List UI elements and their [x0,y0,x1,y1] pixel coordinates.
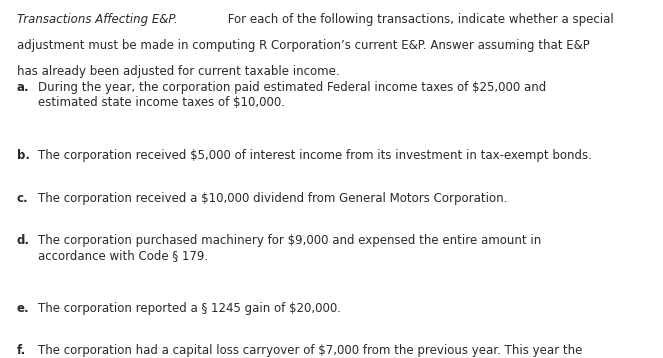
Text: The corporation reported a § 1245 gain of $20,000.: The corporation reported a § 1245 gain o… [38,302,341,315]
Text: f.: f. [17,344,26,357]
Text: For each of the following transactions, indicate whether a special: For each of the following transactions, … [224,13,613,25]
Text: d.: d. [17,234,30,247]
Text: a.: a. [17,81,29,94]
Text: The corporation received a $10,000 dividend from General Motors Corporation.: The corporation received a $10,000 divid… [38,192,508,204]
Text: b.: b. [17,149,30,162]
Text: The corporation received $5,000 of interest income from its investment in tax-ex: The corporation received $5,000 of inter… [38,149,592,162]
Text: The corporation had a capital loss carryover of $7,000 from the previous year. T: The corporation had a capital loss carry… [38,344,583,358]
Text: has already been adjusted for current taxable income.: has already been adjusted for current ta… [17,65,339,78]
Text: Transactions Affecting E&P.: Transactions Affecting E&P. [17,13,177,25]
Text: The corporation purchased machinery for $9,000 and expensed the entire amount in: The corporation purchased machinery for … [38,234,542,262]
Text: During the year, the corporation paid estimated Federal income taxes of $25,000 : During the year, the corporation paid es… [38,81,547,109]
Text: c.: c. [17,192,29,204]
Text: adjustment must be made in computing R Corporation’s current E&P. Answer assumin: adjustment must be made in computing R C… [17,39,589,52]
Text: e.: e. [17,302,29,315]
